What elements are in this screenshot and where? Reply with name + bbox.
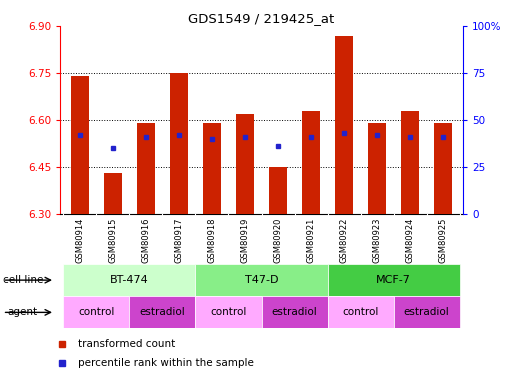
Bar — [203, 123, 221, 214]
Text: estradiol: estradiol — [271, 307, 317, 317]
Bar — [434, 123, 452, 214]
Text: GSM80918: GSM80918 — [208, 218, 217, 263]
Text: GSM80922: GSM80922 — [339, 218, 348, 263]
Text: GSM80914: GSM80914 — [75, 218, 84, 263]
Bar — [130, 296, 196, 328]
Text: control: control — [210, 307, 247, 317]
Text: GSM80916: GSM80916 — [141, 218, 151, 263]
Bar — [269, 167, 287, 214]
Text: GSM80919: GSM80919 — [241, 218, 249, 263]
Bar — [368, 123, 386, 214]
Text: transformed count: transformed count — [77, 339, 175, 349]
Text: GSM80920: GSM80920 — [274, 218, 282, 263]
Bar — [262, 296, 327, 328]
Text: cell line: cell line — [3, 275, 43, 285]
Text: BT-474: BT-474 — [110, 275, 149, 285]
Text: estradiol: estradiol — [140, 307, 185, 317]
Text: GSM80924: GSM80924 — [405, 218, 415, 263]
Text: T47-D: T47-D — [245, 275, 278, 285]
Text: GSM80925: GSM80925 — [439, 218, 448, 263]
Text: MCF-7: MCF-7 — [376, 275, 411, 285]
Bar — [104, 173, 122, 214]
Text: GSM80915: GSM80915 — [108, 218, 118, 263]
Bar — [335, 36, 353, 214]
Text: percentile rank within the sample: percentile rank within the sample — [77, 358, 254, 368]
Bar — [196, 296, 262, 328]
Text: estradiol: estradiol — [404, 307, 449, 317]
Text: GSM80921: GSM80921 — [306, 218, 315, 263]
Bar — [170, 73, 188, 214]
Bar — [327, 264, 460, 296]
Bar — [393, 296, 460, 328]
Text: agent: agent — [8, 308, 38, 317]
Bar — [63, 264, 196, 296]
Bar — [327, 296, 393, 328]
Bar — [137, 123, 155, 214]
Bar — [401, 111, 419, 214]
Text: GSM80917: GSM80917 — [175, 218, 184, 263]
Text: control: control — [343, 307, 379, 317]
Bar — [63, 296, 130, 328]
Bar — [71, 76, 89, 214]
Text: GSM80923: GSM80923 — [372, 218, 382, 263]
Bar — [302, 111, 320, 214]
Text: control: control — [78, 307, 115, 317]
Bar — [236, 114, 254, 214]
Title: GDS1549 / 219425_at: GDS1549 / 219425_at — [188, 12, 335, 25]
Bar — [196, 264, 327, 296]
